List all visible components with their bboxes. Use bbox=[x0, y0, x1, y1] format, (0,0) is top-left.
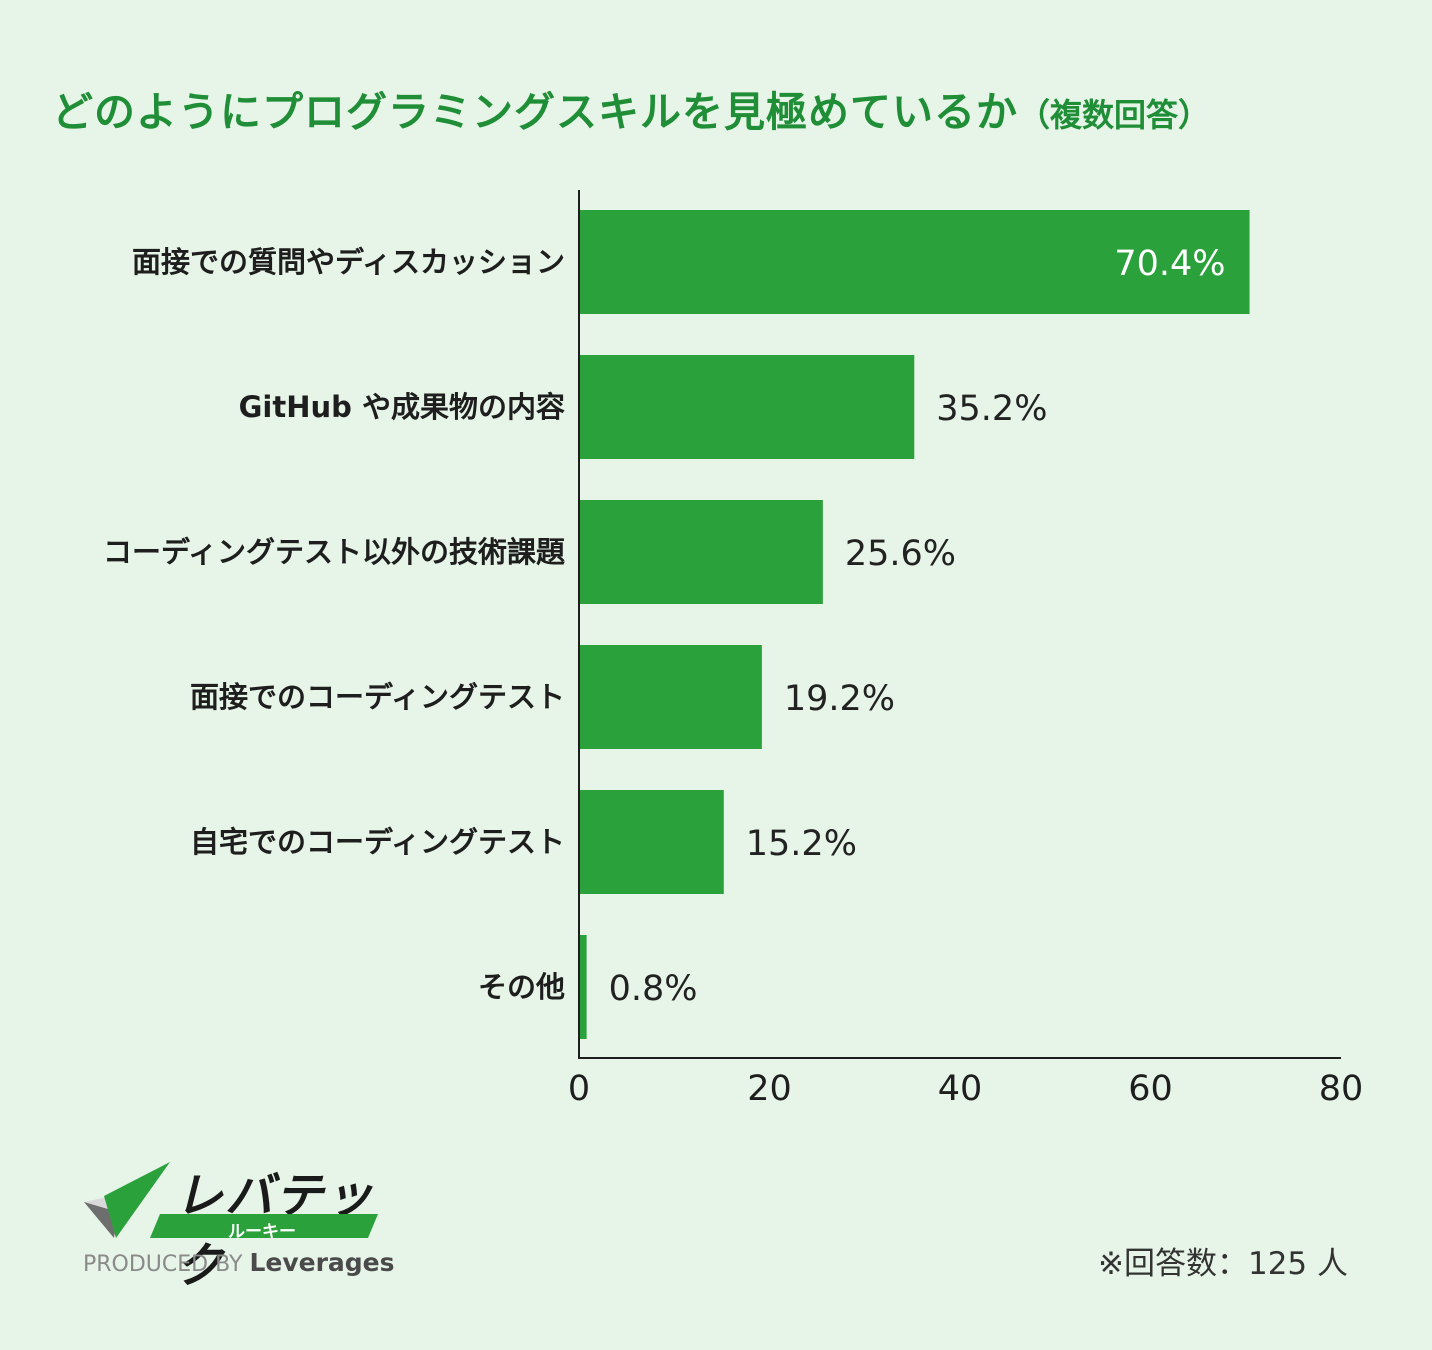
checkmark-icon bbox=[84, 1162, 170, 1238]
category-label: その他 bbox=[478, 970, 565, 1004]
data-label: 15.2% bbox=[746, 824, 857, 864]
produced-by-text: PRODUCED BY bbox=[83, 1252, 243, 1277]
bar bbox=[579, 790, 724, 894]
data-label: 19.2% bbox=[784, 679, 895, 719]
bar bbox=[579, 355, 915, 459]
x-tick-label: 20 bbox=[747, 1069, 792, 1109]
leverages-logo: レバテック ルーキー PRODUCED BY Leverages bbox=[80, 1160, 400, 1294]
logo-sub-banner bbox=[150, 1214, 378, 1238]
x-tick-label: 80 bbox=[1319, 1069, 1364, 1109]
bar bbox=[579, 210, 1250, 314]
category-label: 面接での質問やディスカッション bbox=[132, 245, 565, 279]
logo-brand-sub: ルーキー bbox=[228, 1222, 296, 1242]
data-label: 35.2% bbox=[936, 389, 1047, 429]
x-tick-label: 60 bbox=[1128, 1069, 1173, 1109]
bar bbox=[579, 935, 587, 1039]
bar bbox=[579, 645, 762, 749]
category-label: GitHub や成果物の内容 bbox=[239, 390, 565, 424]
chart-title: どのようにプログラミングスキルを見極めているか（複数回答） bbox=[52, 78, 1412, 138]
bar-chart: 面接での質問やディスカッション 70.4% GitHub や成果物の内容 35.2% コ… bbox=[103, 190, 1364, 1109]
respondent-count-note: ※回答数：125 人 bbox=[1098, 1246, 1348, 1282]
data-label: 0.8% bbox=[609, 969, 698, 1009]
bar bbox=[579, 500, 823, 604]
category-label: コーディングテスト以外の技術課題 bbox=[103, 535, 566, 569]
category-label: 面接でのコーディングテスト bbox=[190, 680, 565, 714]
x-tick-label: 40 bbox=[938, 1069, 983, 1109]
chart-title-suffix: （複数回答） bbox=[1018, 96, 1211, 134]
category-label: 自宅でのコーディングテスト bbox=[190, 825, 565, 859]
data-label: 25.6% bbox=[845, 534, 956, 574]
x-tick-label: 0 bbox=[568, 1069, 590, 1109]
data-label: 70.4% bbox=[1114, 244, 1225, 284]
company-name: Leverages bbox=[249, 1248, 395, 1277]
logo-produced-by: PRODUCED BY Leverages bbox=[83, 1248, 395, 1277]
chart-title-main: どのようにプログラミングスキルを見極めているか bbox=[52, 88, 1018, 136]
